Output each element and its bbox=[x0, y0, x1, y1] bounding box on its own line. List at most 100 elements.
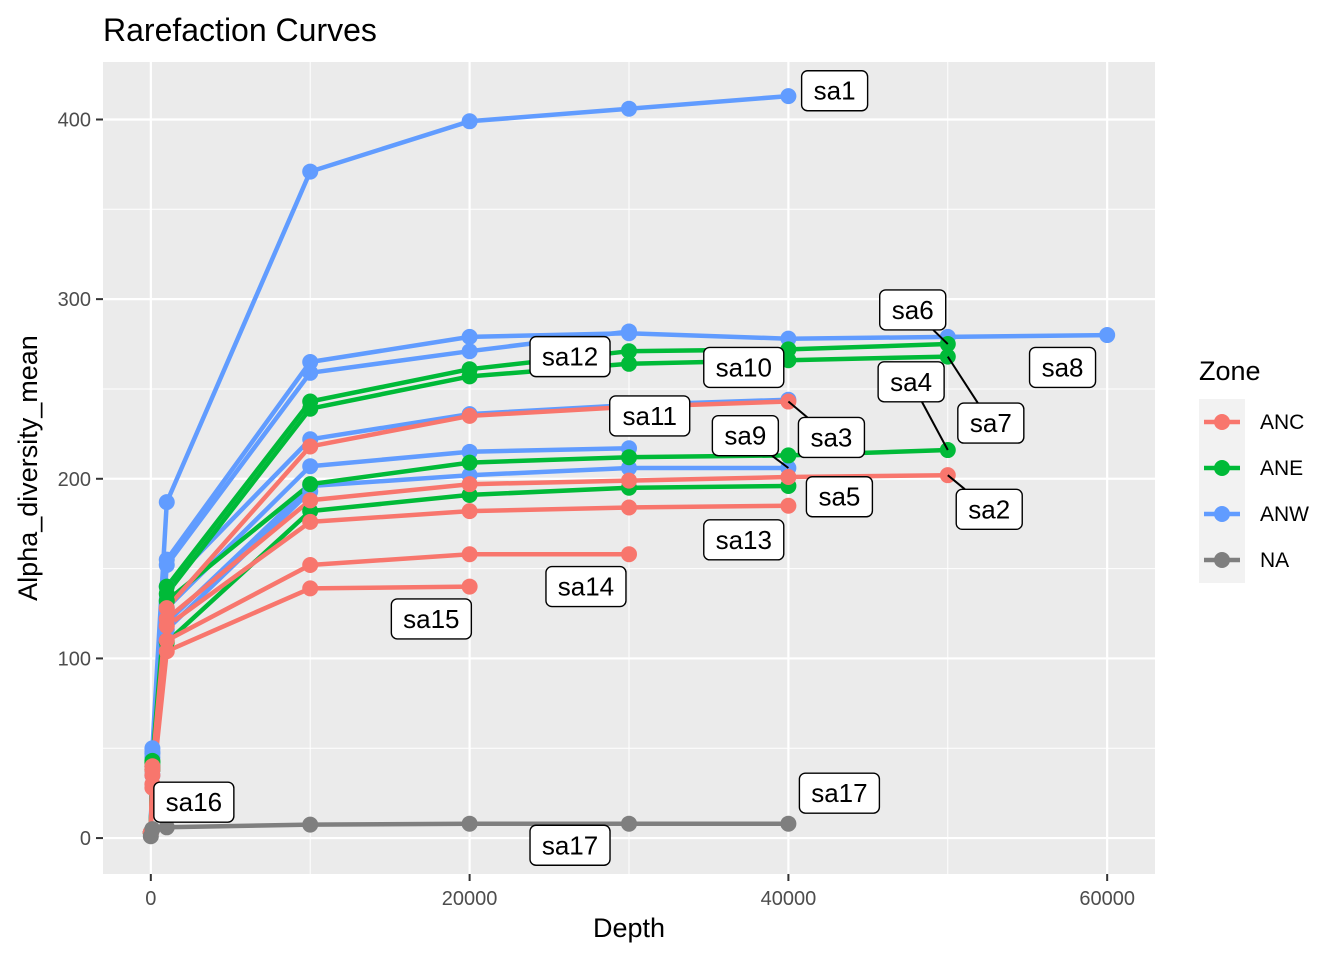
data-point-anc bbox=[461, 578, 478, 595]
legend-title: Zone bbox=[1199, 356, 1261, 386]
annotation-sa12-2: sa12 bbox=[529, 335, 611, 378]
annotation-box bbox=[703, 519, 785, 561]
data-point-anc bbox=[780, 468, 797, 485]
leader-line-sa3 bbox=[787, 400, 809, 419]
legend-label: ANC bbox=[1260, 411, 1304, 434]
legend-label: ANE bbox=[1260, 457, 1303, 480]
annotation-sa17-16: sa17 bbox=[798, 772, 881, 814]
legend-label: NA bbox=[1260, 549, 1289, 572]
data-point-na bbox=[144, 821, 161, 838]
annotation-label: sa7 bbox=[970, 408, 1012, 438]
data-point-na bbox=[780, 815, 797, 832]
legend-key-point bbox=[1214, 552, 1230, 568]
x-tick-label: 40000 bbox=[761, 888, 817, 910]
data-point-ane bbox=[621, 355, 637, 372]
data-point-anc bbox=[158, 643, 175, 660]
data-point-anw bbox=[302, 458, 319, 475]
data-point-anc bbox=[780, 497, 797, 514]
y-tick-label: 300 bbox=[58, 289, 91, 311]
annotation-box bbox=[955, 488, 1023, 531]
annotation-label: sa8 bbox=[1042, 352, 1084, 382]
x-tick-label: 0 bbox=[145, 888, 156, 910]
annotation-label: sa14 bbox=[558, 572, 614, 602]
data-point-anw bbox=[461, 343, 478, 360]
annotation-label: sa17 bbox=[811, 778, 867, 808]
annotation-box bbox=[798, 772, 881, 814]
annotation-sa5-10: sa5 bbox=[805, 476, 874, 518]
legend-entry-ane: ANE bbox=[1199, 445, 1303, 491]
annotation-box bbox=[529, 824, 611, 866]
annotation-sa7-6: sa7 bbox=[957, 402, 1025, 444]
annotation-label: sa17 bbox=[542, 830, 598, 860]
annotation-box bbox=[609, 395, 691, 437]
annotation-box bbox=[797, 416, 866, 459]
annotation-label: sa4 bbox=[890, 367, 932, 397]
data-point-anw bbox=[461, 328, 478, 345]
annotation-box bbox=[711, 414, 780, 457]
annotation-sa4-5: sa4 bbox=[877, 361, 945, 403]
y-tick-label: 200 bbox=[58, 469, 91, 491]
annotation-label: sa13 bbox=[716, 525, 772, 555]
annotation-sa16-15: sa16 bbox=[153, 781, 235, 823]
data-point-anc bbox=[302, 557, 319, 574]
data-point-anw bbox=[1099, 327, 1116, 344]
data-point-ane bbox=[461, 368, 478, 385]
legend-entry-anw: ANW bbox=[1199, 491, 1309, 537]
annotation-label: sa6 bbox=[892, 295, 934, 325]
data-point-ane bbox=[461, 454, 478, 471]
annotation-label: sa5 bbox=[818, 482, 860, 512]
data-point-anw bbox=[780, 88, 797, 105]
x-axis-label: Depth bbox=[593, 913, 665, 943]
data-point-ane bbox=[621, 449, 637, 466]
data-point-anw bbox=[302, 364, 319, 381]
data-point-ane bbox=[621, 343, 637, 360]
annotation-box bbox=[879, 289, 947, 331]
annotation-sa1-0: sa1 bbox=[800, 70, 869, 112]
annotation-label: sa15 bbox=[403, 604, 459, 634]
data-point-na bbox=[621, 815, 637, 832]
annotation-sa2-11: sa2 bbox=[955, 488, 1023, 531]
data-point-anc bbox=[302, 438, 319, 455]
legend-key-point bbox=[1214, 460, 1230, 476]
annotation-label: sa11 bbox=[622, 401, 676, 431]
x-tick-label: 60000 bbox=[1079, 888, 1135, 910]
annotation-sa13-12: sa13 bbox=[703, 519, 785, 561]
data-point-anw bbox=[621, 323, 637, 340]
annotation-box bbox=[153, 781, 235, 823]
y-tick-label: 400 bbox=[58, 109, 91, 131]
leader-line-sa7 bbox=[946, 356, 979, 404]
legend-entry-anc: ANC bbox=[1199, 399, 1304, 445]
data-point-anc bbox=[302, 513, 319, 530]
data-point-na bbox=[461, 815, 478, 832]
legend-key-point bbox=[1214, 414, 1230, 430]
data-point-anc bbox=[461, 503, 478, 520]
data-point-na bbox=[158, 819, 175, 836]
annotation-box bbox=[1028, 346, 1097, 389]
x-tick-label: 20000 bbox=[442, 888, 498, 910]
data-point-ane bbox=[302, 400, 319, 417]
y-tick-label: 0 bbox=[80, 828, 91, 850]
x-axis: 0 20000 40000 60000 bbox=[145, 874, 1135, 910]
data-point-na bbox=[302, 816, 319, 833]
annotation-box bbox=[390, 598, 473, 640]
data-point-anw bbox=[158, 494, 175, 511]
data-point-anw bbox=[302, 163, 319, 180]
annotation-labels: sa1 sa6 sa12 sa10 sa8 sa4 sa7 sa11 sa3 sa9 sa5 sa2 s… bbox=[153, 70, 1097, 866]
data-point-anc bbox=[302, 580, 319, 597]
annotation-sa6-1: sa6 bbox=[879, 289, 947, 331]
legend: Zone ANC ANE ANW NA bbox=[1199, 356, 1309, 583]
annotation-box bbox=[800, 70, 869, 112]
data-point-anc bbox=[621, 499, 637, 516]
legend-key-point bbox=[1214, 506, 1230, 522]
annotation-label: sa2 bbox=[968, 494, 1010, 524]
legend-label: ANW bbox=[1260, 503, 1309, 526]
annotation-sa14-13: sa14 bbox=[545, 565, 627, 608]
annotation-label: sa16 bbox=[166, 787, 222, 817]
leader-line-sa2 bbox=[947, 474, 966, 491]
annotation-sa15-14: sa15 bbox=[390, 598, 473, 640]
annotation-box bbox=[545, 565, 627, 608]
leader-line-sa4 bbox=[920, 401, 949, 451]
annotation-box bbox=[957, 402, 1025, 444]
y-axis: 0 100 200 300 400 bbox=[58, 109, 103, 850]
